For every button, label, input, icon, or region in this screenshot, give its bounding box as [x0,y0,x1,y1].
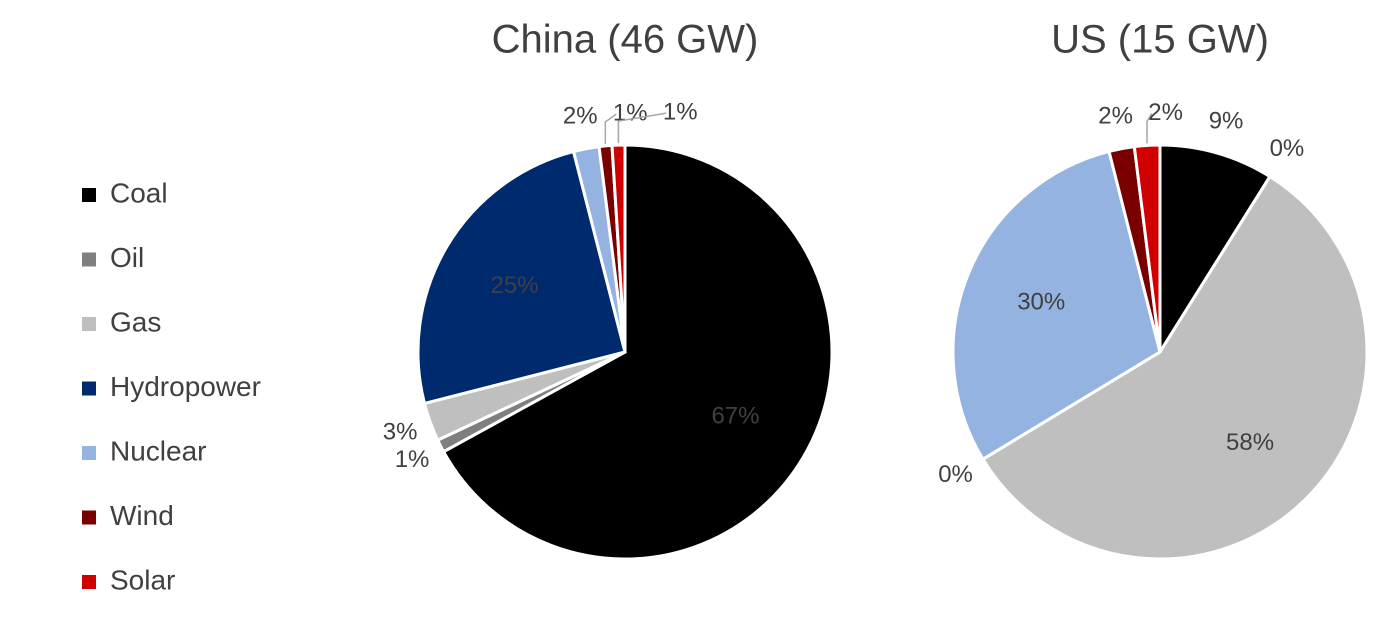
data-label: 2% [563,103,598,130]
data-label: 0% [1270,135,1305,162]
data-label: 1% [663,98,698,125]
pie-slice: Coal [1158,143,1273,358]
data-label: 67% [711,403,759,430]
legend-label: Wind [110,500,174,531]
leader-line [617,112,667,144]
pie-slice: Gas [980,174,1369,561]
data-label: 2% [1148,99,1183,126]
leader-line [604,113,617,144]
chart-title: China (46 GW) [492,18,759,62]
legend-swatch [82,575,96,589]
legend-swatch [82,381,96,396]
pie-slice: Solar [610,143,627,353]
legend-label: Solar [110,564,175,595]
legend-swatch [82,188,96,202]
legend-label: Nuclear [110,435,206,466]
data-label: 3% [383,418,418,445]
data-label: 25% [491,272,539,299]
data-label: 0% [938,461,973,488]
data-label: 9% [1209,108,1244,135]
data-label: 58% [1226,429,1274,456]
legend-label: Oil [110,242,144,273]
pie-slice: Coal [441,143,834,561]
leader-line [1146,113,1153,144]
legend-label: Hydropower [110,371,261,402]
data-label: 2% [1098,102,1133,129]
legend-swatch [82,446,96,460]
legend-label: Coal [110,177,168,208]
data-label: 30% [1017,289,1065,316]
legend-swatch [82,252,96,267]
legend-label: Gas [110,306,161,337]
data-label: 1% [395,446,430,473]
legend-swatch [82,510,96,525]
legend-swatch [82,317,96,331]
chart-title: US (15 GW) [1051,18,1269,62]
pie-slice: Hydropower [416,149,627,406]
pie-slice: Nuclear [951,149,1162,462]
pie-slice: Solar [1132,143,1162,353]
